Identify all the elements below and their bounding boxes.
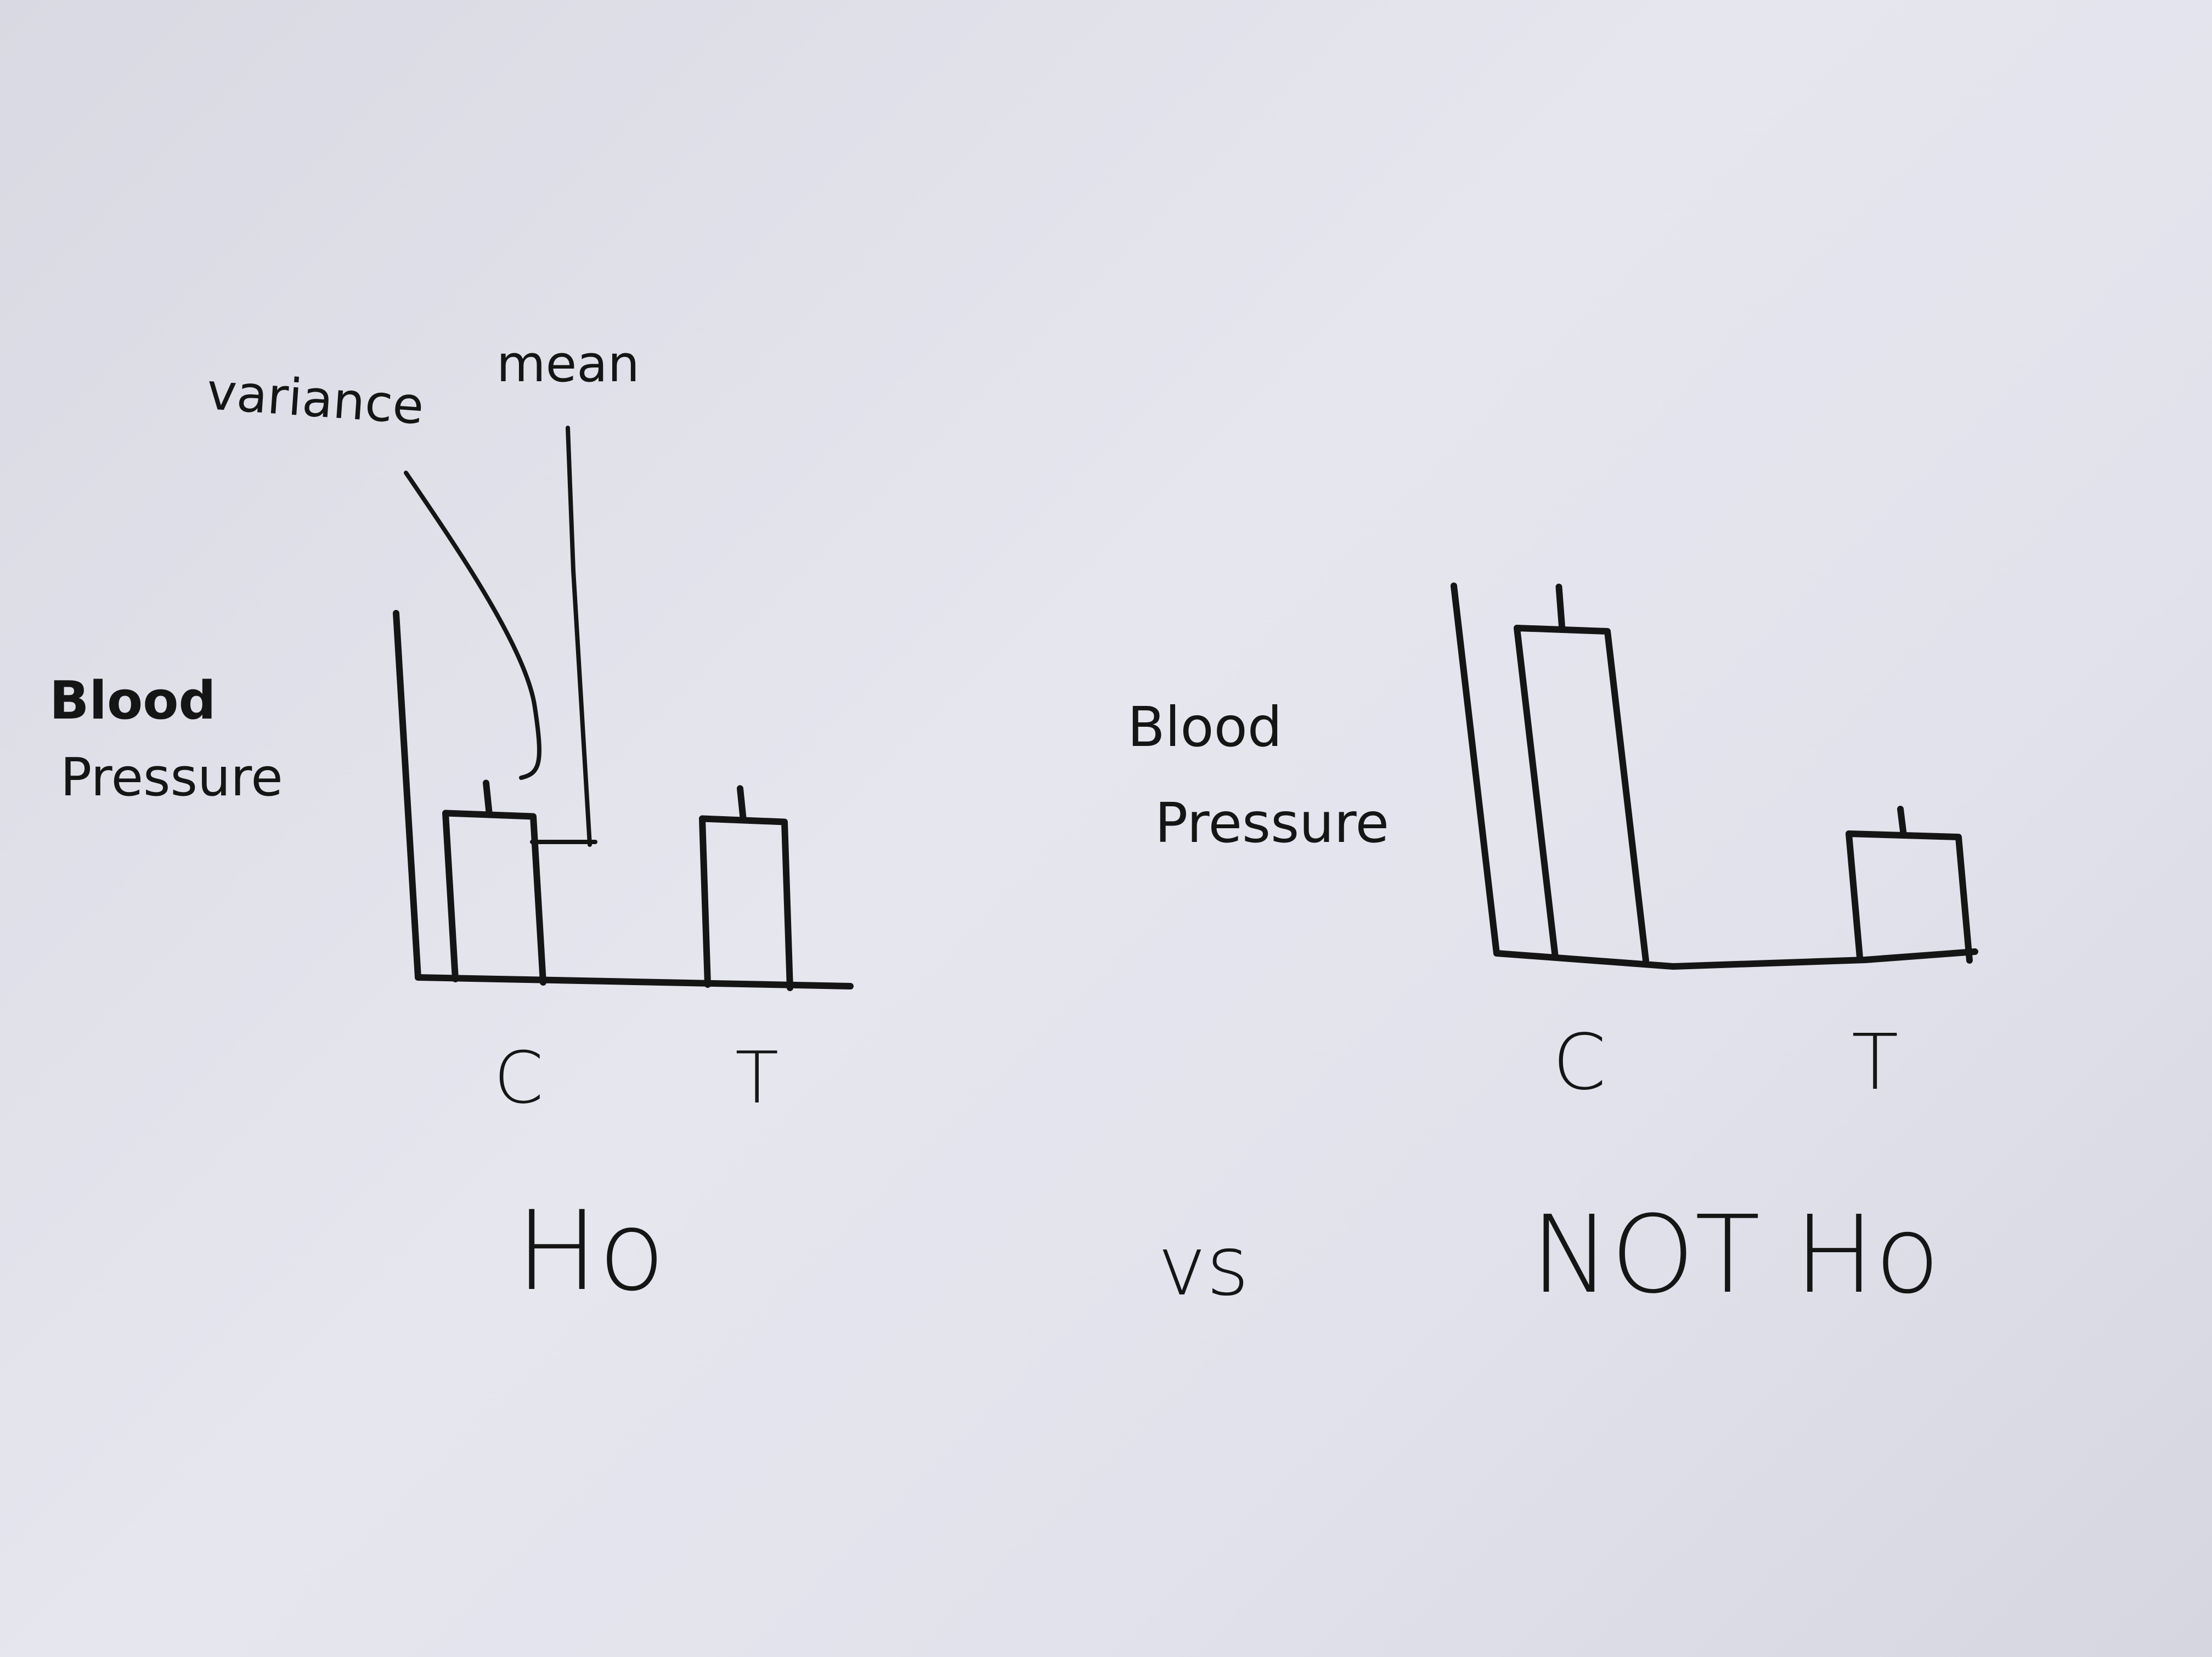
chart-ho-caption: Ho [516,1187,665,1315]
chart-not-ho-y-axis [1451,583,1500,957]
chart-ho-y-axis [393,610,421,981]
chart-ho-ylabel-line1: Blood [49,671,216,731]
chart-ho-category-label-t: T [735,1036,778,1119]
chart-ho-bar-c [442,810,546,986]
chart-not-ho-category-label-t: T [1852,1018,1899,1107]
chart-not-ho-x-axis [1493,948,1978,970]
chart-not-ho-ylabel-line1: Blood [1127,695,1282,759]
comparison-label: vs [1158,1219,1249,1314]
chart-ho-x-axis [415,974,854,989]
mean-pointer-line [566,426,592,847]
annotation-variance: variance [205,362,426,436]
chart-not-ho-bar-c [1514,625,1649,964]
chart-not-ho-category-label-c: C [1553,1018,1606,1107]
variance-pointer-line [404,471,541,780]
chart-not-ho-bar-t [1846,830,1973,964]
chart-ho-error-bar-c [483,779,493,818]
chart-not-ho-caption: NOT Ho [1531,1192,1940,1317]
chart-not-ho: Blood Pressure C T NOT Ho [1127,583,1978,1317]
chart-ho-error-bar-t [737,785,747,824]
chart-not-ho-error-bar-c [1555,584,1566,633]
chart-ho-ylabel-line2: Pressure [60,748,283,808]
chart-ho-bar-t [699,815,793,991]
annotation-mean: mean [496,335,640,393]
chart-ho-category-label-c: C [494,1036,544,1119]
chart-ho: Blood Pressure variance mean C T Ho [49,335,854,1315]
chart-not-ho-ylabel-line2: Pressure [1155,791,1389,855]
chart-not-ho-error-bar-t [1897,806,1907,839]
